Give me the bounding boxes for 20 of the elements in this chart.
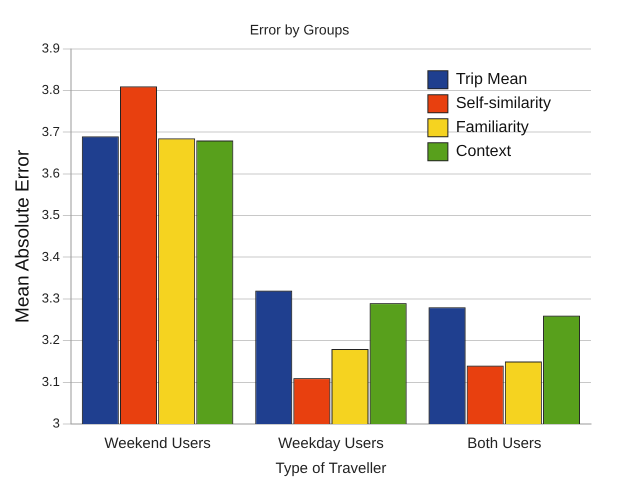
x-tick-label: Both Users (467, 435, 542, 452)
y-tick-label: 3.6 (42, 165, 60, 180)
x-axis-title: Type of Traveller (275, 460, 386, 478)
y-tick-label: 3.3 (42, 290, 60, 306)
x-tick-label: Weekend Users (104, 435, 211, 452)
y-tick-label: 3.1 (42, 374, 60, 389)
y-tick-label: 3 (52, 416, 60, 431)
y-tick-label: 3.9 (42, 40, 60, 56)
x-tick-label: Weekday Users (278, 435, 384, 452)
y-axis-title: Mean Absolute Error (12, 149, 34, 323)
chart-title: Error by Groups (250, 21, 350, 38)
y-tick-label: 3.2 (42, 332, 60, 348)
y-tick-label: 3.8 (42, 82, 60, 98)
legend-label: Trip Mean (456, 71, 528, 88)
y-tick-label: 3.4 (42, 248, 60, 264)
legend-label: Self-similarity (456, 95, 552, 112)
y-tick-label: 3.5 (42, 207, 60, 222)
legend-label: Context (456, 143, 512, 160)
y-tick-label: 3.7 (42, 124, 60, 139)
legend-label: Familiarity (456, 119, 529, 136)
